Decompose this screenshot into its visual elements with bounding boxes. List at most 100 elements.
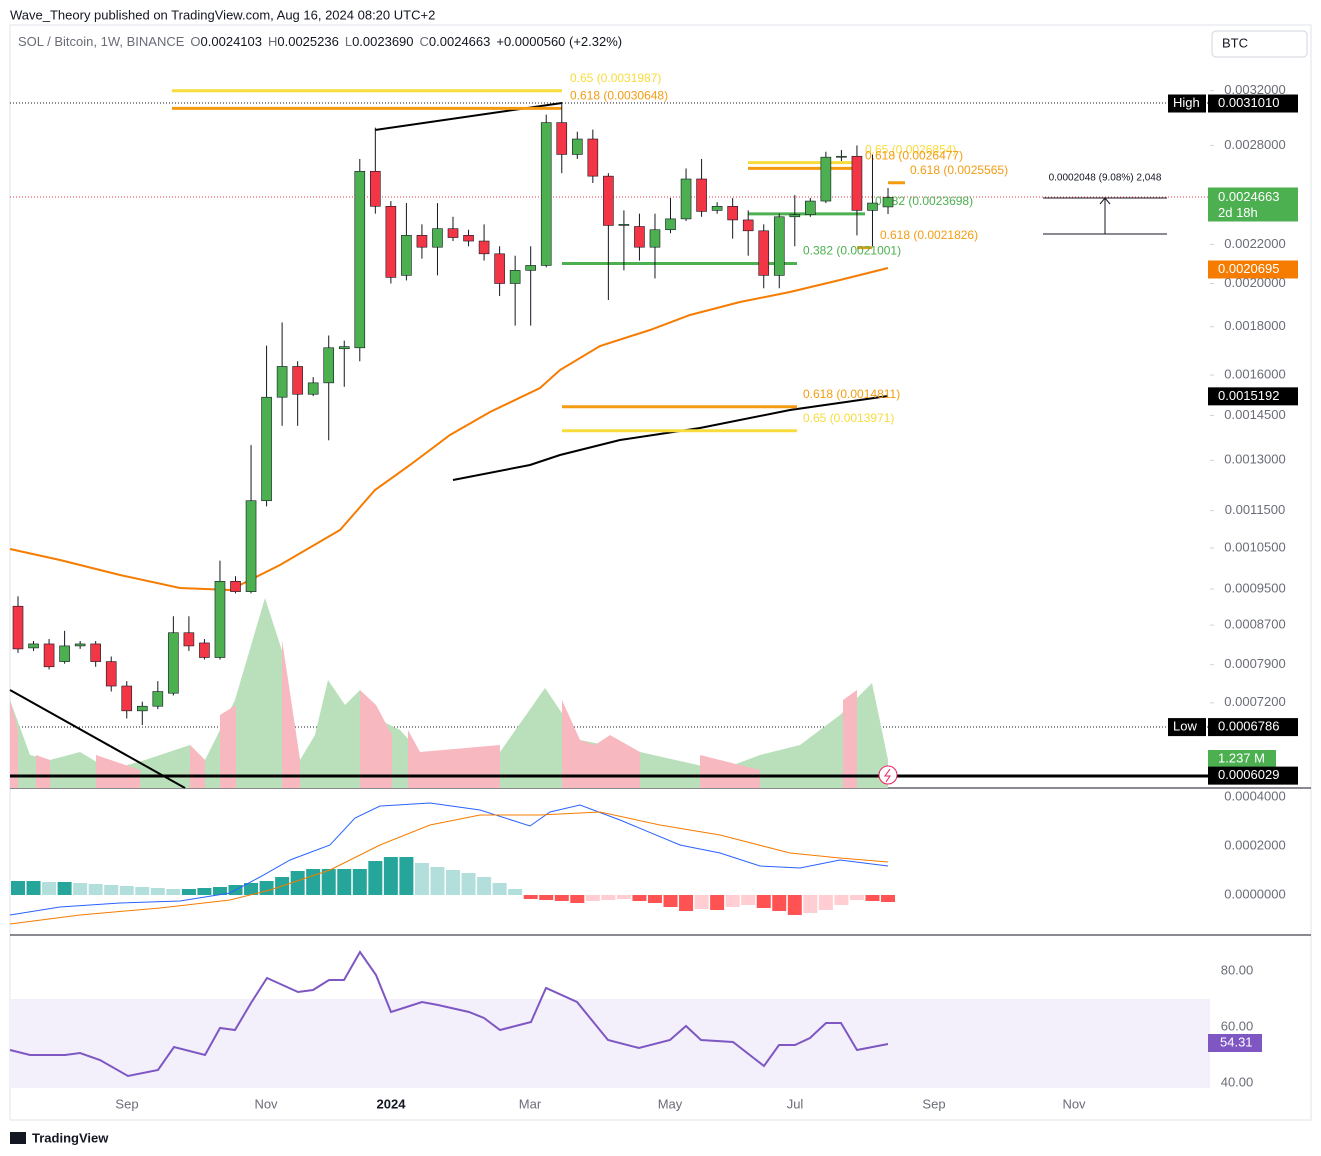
trend-line — [9, 689, 186, 789]
candle-body — [385, 205, 397, 278]
macd-histogram-bar — [849, 895, 864, 900]
rsi-tick-label: 80.00 — [1221, 962, 1254, 977]
macd-histogram-bar — [694, 895, 709, 909]
macd-histogram-bar — [585, 895, 600, 901]
signal-line — [9, 811, 889, 925]
fib-label: 0.65 (0.0013971) — [803, 411, 894, 425]
candle-body — [245, 500, 257, 592]
candle-body — [680, 178, 692, 220]
y-tick-label: 0.0016000 — [1224, 367, 1285, 382]
fib-label: 0.618 (0.0025565) — [910, 163, 1008, 177]
ohlc-key: H — [268, 34, 277, 49]
candle-body — [805, 200, 816, 216]
candle-body — [836, 155, 847, 158]
macd-histogram-bar — [834, 895, 849, 905]
time-label: Sep — [115, 1096, 138, 1111]
candle-body — [261, 396, 272, 502]
macd-tick-label: 0.0000000 — [1224, 886, 1285, 901]
price-badge-label: 0.0006786 — [1218, 719, 1279, 734]
macd-histogram-bar — [11, 881, 25, 895]
macd-histogram-bar — [150, 888, 165, 895]
ohlc-value: 0.0024663 — [429, 34, 490, 49]
macd-histogram-bar — [461, 873, 476, 895]
candle-body — [556, 122, 568, 155]
price-badge-label: 0.0031010 — [1218, 95, 1279, 110]
candle-body — [649, 229, 661, 248]
y-tick-label: 0.0022000 — [1224, 236, 1285, 251]
candle-body — [307, 382, 319, 395]
y-tick-label: 0.0020000 — [1224, 275, 1285, 290]
moving-average-200 — [452, 395, 889, 481]
price-badge — [1208, 260, 1298, 279]
fib-label: 0.382 (0.0023698) — [875, 194, 973, 208]
time-label: Jul — [787, 1096, 804, 1111]
macd-histogram-bar — [710, 895, 725, 910]
price-badge — [1208, 94, 1298, 113]
macd-pane — [11, 857, 896, 915]
fib-label: 0.65 (0.0026854) — [865, 143, 956, 157]
rsi-band — [10, 999, 1210, 1088]
macd-histogram-bar — [741, 895, 756, 905]
macd-histogram-bar — [212, 887, 227, 895]
publisher: Wave_Theory published on TradingView.com… — [10, 7, 435, 22]
macd-histogram-bar — [725, 895, 740, 907]
brand: TradingView — [32, 1130, 109, 1145]
logo — [10, 1132, 26, 1144]
ohlc-key: C — [420, 34, 429, 49]
macd-histogram-bar — [523, 895, 538, 899]
macd-line — [9, 802, 889, 916]
candle-body — [416, 235, 428, 248]
symbol-line: SOL / Bitcoin, 1W, BINANCE O0.0024103 H0.0… — [18, 34, 622, 49]
macd-histogram-bar — [73, 883, 88, 895]
macd-histogram-bar — [570, 895, 585, 903]
ohlc-value: 0.0023690 — [352, 34, 413, 49]
y-tick-label: 0.0032000 — [1224, 82, 1285, 97]
candle-body — [230, 581, 241, 592]
candle-body — [789, 214, 801, 218]
candle-body — [587, 138, 599, 177]
currency-button[interactable] — [1211, 30, 1308, 58]
candle-body — [276, 366, 288, 398]
fib-label: 0.382 (0.0021001) — [803, 244, 901, 258]
macd-histogram-bar — [663, 895, 678, 907]
macd-tick-label: 0.0004000 — [1224, 788, 1285, 803]
candle-body — [292, 366, 303, 395]
macd-histogram-bar — [508, 889, 523, 895]
y-tick-label: 0.0007200 — [1224, 694, 1285, 709]
macd-histogram-bar — [88, 884, 103, 895]
macd-histogram-bar — [554, 895, 569, 901]
candle-body — [28, 643, 39, 649]
candle-body — [742, 219, 754, 232]
macd-histogram-bar — [492, 883, 507, 895]
candle-body — [432, 228, 443, 248]
y-tick-label: 0.0011500 — [1225, 502, 1286, 517]
currency[interactable]: BTC — [1222, 35, 1248, 50]
y-tick-label: 0.0007900 — [1224, 656, 1285, 671]
rsi-line — [9, 950, 889, 1078]
macd-histogram-bar — [352, 869, 367, 895]
macd-histogram-bar — [446, 870, 461, 895]
event-icon-bolt — [884, 768, 891, 783]
macd-tick-label: 0.0002000 — [1224, 837, 1285, 852]
time-label: May — [658, 1096, 683, 1111]
macd-histogram-bar — [259, 881, 274, 895]
event-icon[interactable] — [878, 765, 898, 785]
candle-body — [323, 347, 335, 384]
symbol: SOL / Bitcoin, 1W, BINANCE — [18, 34, 185, 49]
macd-histogram-bar — [787, 895, 802, 915]
macd-histogram-bar — [539, 895, 554, 900]
macd-histogram-bar — [42, 882, 57, 895]
macd-histogram-bar — [430, 867, 445, 895]
macd-histogram-bar — [290, 871, 305, 895]
price-badge-label: 0.0006029 — [1218, 767, 1279, 782]
candle-body — [494, 253, 505, 284]
macd-histogram-bar — [57, 882, 72, 895]
time-label: Nov — [254, 1096, 278, 1111]
candle-body — [121, 685, 133, 712]
macd-histogram-bar — [306, 869, 321, 895]
price-badge — [1208, 766, 1298, 785]
macd-histogram-bar — [244, 883, 259, 895]
candle-body — [59, 645, 70, 662]
macd-histogram-bar — [104, 885, 119, 895]
